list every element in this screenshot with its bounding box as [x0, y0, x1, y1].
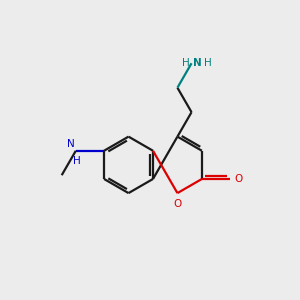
Text: N: N: [193, 58, 202, 68]
Text: H: H: [74, 156, 81, 166]
Text: O: O: [173, 199, 181, 209]
Text: H: H: [182, 58, 190, 68]
Text: N: N: [67, 139, 74, 149]
Text: O: O: [235, 174, 243, 184]
Text: H: H: [204, 58, 212, 68]
